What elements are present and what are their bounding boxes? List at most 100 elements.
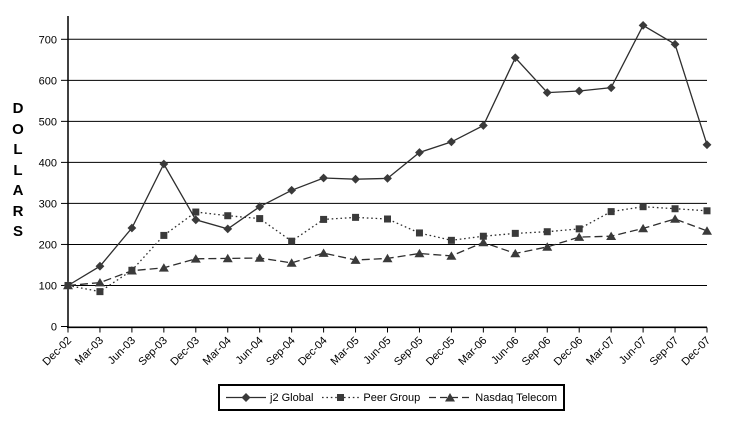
data-point-square [224,212,232,220]
legend-sample-solid-diamond-icon [226,393,266,402]
y-tick-label: 700 [39,34,57,46]
x-tick-label: Dec-07 [680,335,714,369]
x-tick-label: Dec-06 [552,335,586,369]
x-tick-label: Mar-05 [329,335,362,368]
data-point-diamond [415,148,424,157]
data-point-triangle [638,223,649,233]
y-tick-label: 200 [39,239,57,251]
data-point-triangle [670,214,681,223]
data-point-triangle [478,237,489,247]
data-point-diamond [159,159,169,169]
data-point-square [447,236,455,244]
y-tick-label: 300 [39,198,57,210]
x-tick-label: Jun-07 [617,335,649,367]
y-axis-label-letter: A [12,182,24,199]
data-point-square [543,228,551,236]
x-tick-label: Mar-04 [201,335,234,368]
data-point-diamond [478,121,488,130]
data-point-square [320,215,328,223]
series-line-j2-global [67,24,708,287]
x-tick-label: Sep-07 [648,335,682,369]
data-point-diamond [638,20,648,30]
series-line-nasdaq-telecom [67,218,708,287]
legend-sample-dashed-triangle-icon [429,393,472,402]
data-point-diamond [702,140,712,150]
data-point-diamond [606,83,616,93]
x-tick-label: Mar-06 [456,335,489,368]
data-point-triangle [446,251,457,260]
y-axis-label-letter: O [12,120,24,138]
legend-label: j2 Global [270,391,314,404]
y-axis-label-letter: R [12,202,24,220]
y-axis-label-letter: L [13,141,23,158]
data-point-triangle [94,277,105,287]
data-point-square [639,203,647,211]
data-point-square [256,215,264,223]
data-point-diamond [223,224,233,234]
legend-label: Nasdaq Telecom [475,391,558,404]
data-point-triangle [606,231,617,241]
data-point-triangle [286,258,297,267]
data-point-diamond [319,173,328,183]
data-point-diamond [542,88,552,98]
legend-label: Peer Group [363,391,421,404]
data-point-triangle [702,226,712,235]
x-tick-label: Dec-05 [424,335,458,369]
y-tick-label: 100 [39,280,57,292]
y-tick-label: 400 [39,157,57,169]
data-point-square [288,237,296,245]
data-point-triangle [254,253,265,262]
x-tick-label: Dec-03 [168,335,202,369]
data-point-triangle [158,263,169,272]
x-tick-label: Mar-03 [73,335,106,368]
x-tick-label: Dec-04 [296,335,330,369]
data-point-diamond [574,86,584,96]
data-point-triangle [350,255,361,264]
y-axis-label-letter: L [13,161,23,179]
x-tick-label: Jun-05 [361,335,393,367]
data-point-square [607,208,615,216]
data-point-diamond [383,173,392,183]
data-point-diamond [670,39,680,49]
x-tick-label: Jun-03 [106,335,138,367]
data-point-triangle [382,253,393,263]
data-point-square [479,232,487,240]
x-tick-label: Jun-04 [234,335,266,367]
legend-item-peer-group: Peer Group [322,392,420,404]
chart-legend: j2 Global Peer Group Nasdaq Telecom [218,384,566,411]
data-point-triangle [318,248,329,257]
data-point-square [671,205,679,213]
data-point-triangle [510,248,521,258]
data-point-square [384,215,391,223]
data-point-diamond [191,215,201,225]
data-point-square [128,266,136,274]
data-point-diamond [447,137,456,147]
data-point-square [511,229,519,237]
data-point-square [352,213,360,221]
data-point-square [160,231,168,239]
data-point-triangle [574,232,585,241]
data-point-diamond [255,202,265,212]
y-tick-label: 500 [39,116,57,128]
legend-sample-dotted-square-icon [322,394,360,401]
x-tick-label: Sep-03 [136,335,170,369]
data-point-diamond [63,281,73,290]
data-point-diamond [127,223,137,233]
data-point-triangle [222,253,233,263]
data-point-square [575,225,583,233]
x-tick-label: Sep-05 [392,335,426,369]
x-tick-label: Sep-06 [520,335,554,369]
y-axis-label-letter: S [12,223,23,240]
data-point-square [96,288,104,296]
data-point-square [415,229,423,237]
data-point-triangle [542,242,553,251]
x-tick-label: Jun-06 [489,335,521,367]
data-point-square [192,208,200,216]
y-tick-label: 600 [39,75,57,87]
data-point-square [703,207,711,215]
data-point-diamond [95,261,105,271]
data-point-diamond [510,53,520,63]
